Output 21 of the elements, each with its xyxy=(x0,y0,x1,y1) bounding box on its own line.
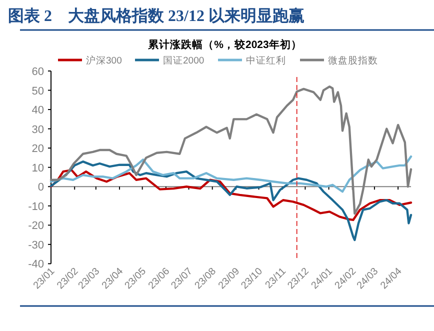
y-tick-label: 30 xyxy=(32,124,44,136)
y-tick-label: 0 xyxy=(38,182,44,194)
legend-label: 国证2000 xyxy=(163,54,204,66)
chart-title: 图表 2 大盘风格指数 23/12 以来明显跑赢 xyxy=(8,7,304,25)
chart-subtitle: 累计涨跌幅（%，较2023年初） xyxy=(147,38,302,51)
y-tick-label: 20 xyxy=(32,143,44,156)
y-tick-label: -30 xyxy=(28,239,44,252)
line-series xyxy=(50,168,412,222)
line-series xyxy=(50,160,412,242)
legend-label: 中证红利 xyxy=(246,54,286,66)
legend-label: 沪深300 xyxy=(86,54,122,66)
y-tick-label: 50 xyxy=(32,85,44,98)
line-series xyxy=(50,86,412,215)
y-tick-label: -10 xyxy=(28,200,44,213)
line-series xyxy=(50,155,412,193)
y-tick-label: -40 xyxy=(28,258,44,271)
y-tick-label: 60 xyxy=(32,66,44,78)
y-tick-label: -20 xyxy=(28,220,44,232)
y-tick-label: 10 xyxy=(32,162,44,174)
legend-label: 微盘股指数 xyxy=(328,54,378,66)
y-tick-label: 40 xyxy=(32,104,44,117)
